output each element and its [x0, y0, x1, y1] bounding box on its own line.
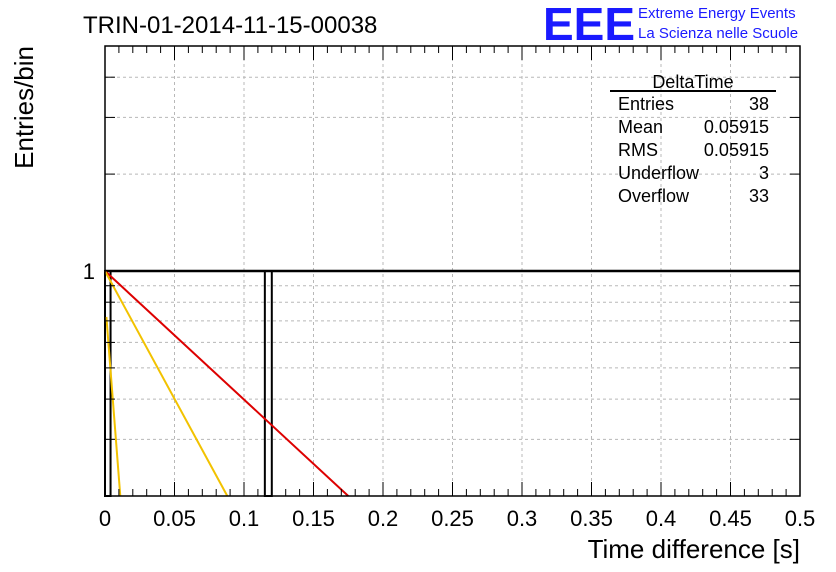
logo-mark: EEE: [543, 0, 635, 50]
x-tick-label: 0.3: [507, 506, 538, 531]
logo-line-2: La Scienza nelle Scuole: [638, 25, 798, 42]
x-tick-label: 0.5: [785, 506, 816, 531]
stats-label: Overflow: [618, 186, 690, 206]
stats-label: RMS: [618, 140, 658, 160]
x-tick-label: 0.35: [570, 506, 613, 531]
y-tick-label: 1: [83, 259, 95, 284]
stats-value: 0.05915: [704, 140, 769, 160]
stats-value: 38: [749, 94, 769, 114]
stats-value: 33: [749, 186, 769, 206]
fit-curve-2: [104, 270, 229, 497]
stats-value: 0.05915: [704, 117, 769, 137]
x-axis: 0 0.05 0.1 0.15 0.2 0.25 0.3 0.35 0.4 0.45 0.5: [99, 46, 815, 531]
x-tick-label: 0.45: [709, 506, 752, 531]
x-tick-label: 0.15: [292, 506, 335, 531]
eee-logo: EEE Extreme Energy Events La Scienza nel…: [543, 0, 798, 50]
y-axis-title: Entries/bin: [9, 46, 39, 169]
histogram-bar: [263, 270, 273, 497]
x-tick-label: 0.4: [646, 506, 677, 531]
x-tick-label: 0: [99, 506, 111, 531]
stats-label: Underflow: [618, 163, 700, 183]
x-tick-label: 0.1: [229, 506, 260, 531]
stats-label: Entries: [618, 94, 674, 114]
stats-label: Mean: [618, 117, 663, 137]
histogram-bar: [104, 270, 112, 497]
x-tick-label: 0.05: [153, 506, 196, 531]
chart-title: TRIN-01-2014-11-15-00038: [83, 12, 377, 39]
fit-curves: [104, 270, 349, 497]
x-tick-label: 0.2: [368, 506, 399, 531]
stats-box: DeltaTime Entries 38 Mean 0.05915 RMS 0.05915…: [610, 72, 776, 206]
stats-box-name: DeltaTime: [652, 72, 733, 92]
x-tick-label: 0.25: [431, 506, 474, 531]
x-axis-title: Time difference [s]: [588, 534, 800, 564]
fit-curve-1: [104, 270, 349, 497]
stats-value: 3: [759, 163, 769, 183]
y-axis: 1: [83, 76, 800, 440]
fit-curve-3: [105, 316, 122, 497]
logo-line-1: Extreme Energy Events: [638, 5, 796, 22]
